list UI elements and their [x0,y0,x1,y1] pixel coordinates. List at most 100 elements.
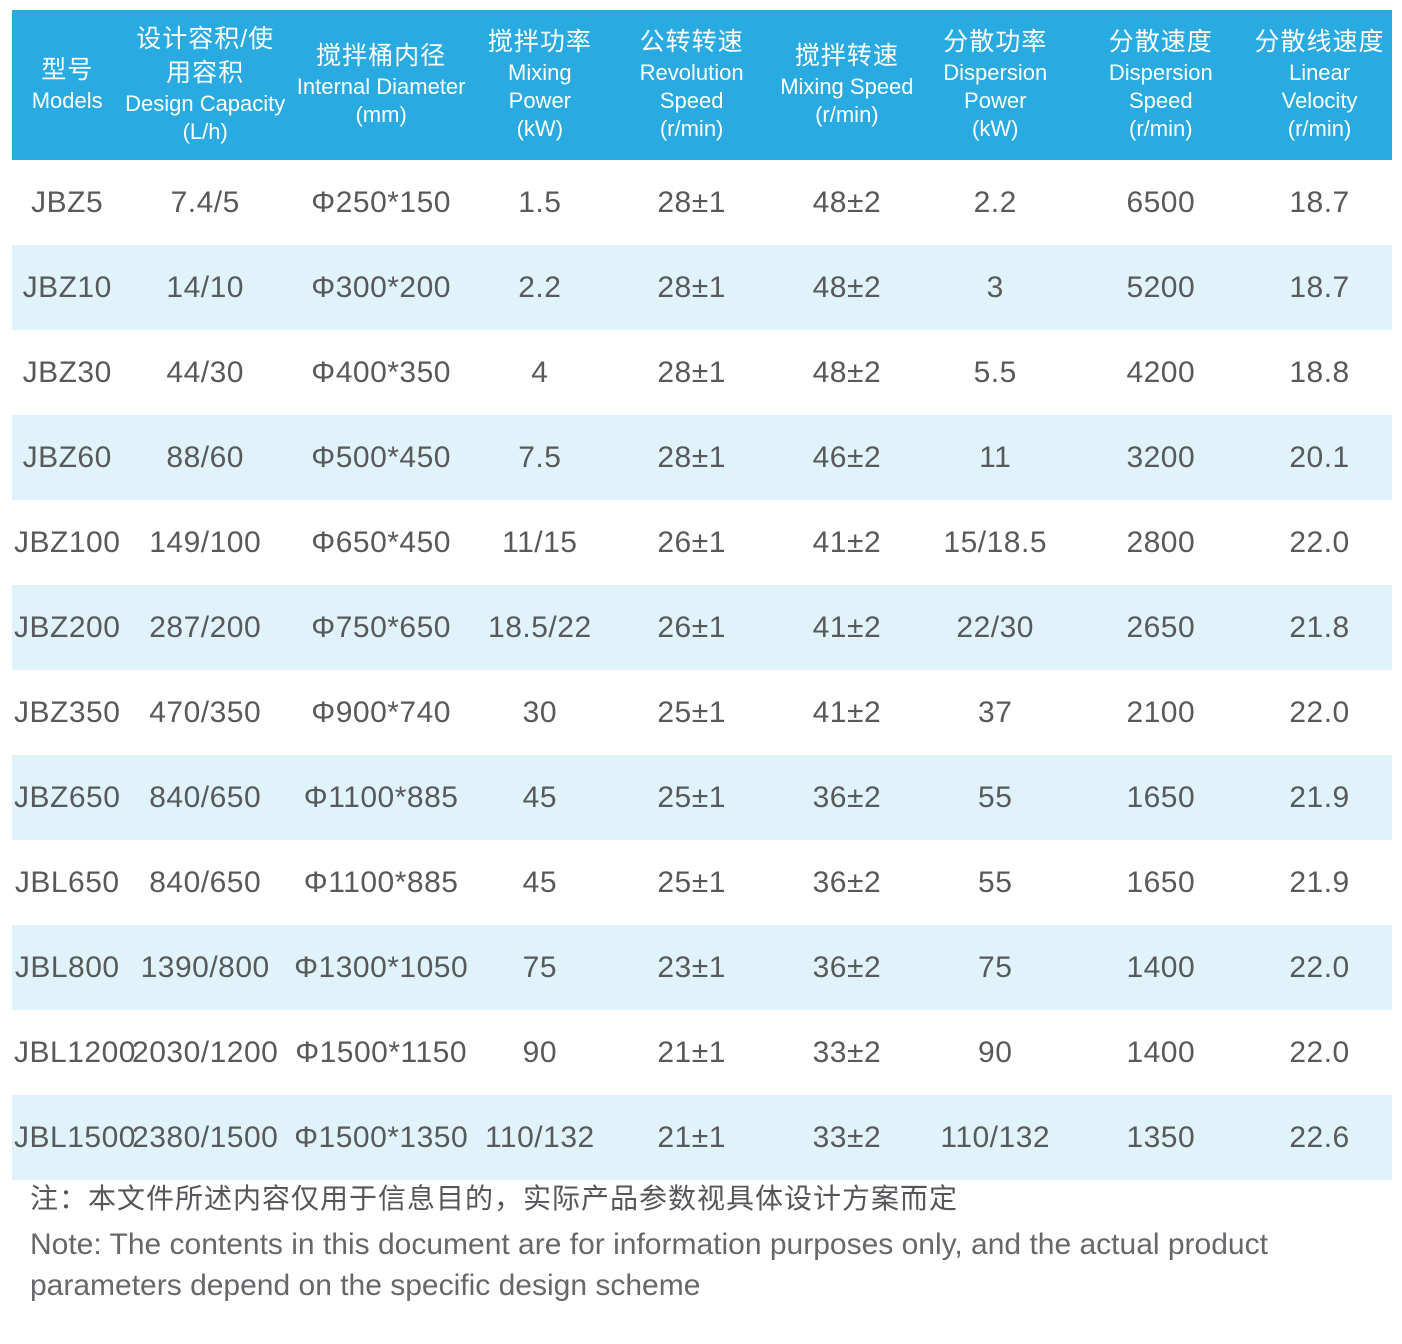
column-header-zh: 设计容积/使用容积 [136,25,275,87]
table-body: JBZ5 7.4/5 Φ250*150 1.5 28±1 48±2 2.2 6500 18.7 J… [12,160,1392,1180]
value-cell: Φ1100*885 [303,780,459,814]
value-cell: 46±2 [812,440,882,474]
value-cell: 28±1 [657,270,726,304]
value-cell: 1400 [1126,950,1196,984]
value-cell: 55 [978,780,1013,814]
column-header-zh: 搅拌功率 [487,28,592,56]
value-cell: 55 [978,865,1013,899]
value-cell: 5.5 [973,355,1017,389]
column-header-unit: (r/min) [1129,116,1193,141]
table-row: JBZ650 840/650 Φ1100*885 45 25±1 36±2 55 1650 21… [12,755,1392,840]
value-cell: 22/30 [956,610,1034,644]
value-cell: 21±1 [657,1120,726,1154]
model-cell: JBZ60 [22,440,112,474]
model-cell: JBZ350 [14,695,121,729]
model-cell: JBZ30 [22,355,112,389]
value-cell: 5200 [1126,270,1196,304]
value-cell: 1390/800 [140,950,270,984]
value-cell: 75 [522,950,558,984]
value-cell: 1350 [1126,1120,1196,1154]
value-cell: 41±2 [812,610,882,644]
value-cell: 2380/1500 [132,1120,279,1154]
table-row: JBL1200 2030/1200 Φ1500*1150 90 21±1 33±2 90 14… [12,1010,1392,1095]
value-cell: 28±1 [657,355,726,389]
value-cell: 37 [978,695,1013,729]
value-cell: 28±1 [657,440,726,474]
table-row: JBZ30 44/30 Φ400*350 4 28±1 48±2 5.5 4200 18.8 [12,330,1392,415]
footnotes: 注：本文件所述内容仅用于信息目的，实际产品参数视具体设计方案而定 Note: T… [30,1178,1360,1306]
value-cell: Φ400*350 [311,355,451,389]
value-cell: 88/60 [166,440,244,474]
table-row: JBL1500 2380/1500 Φ1500*1350 110/132 21±1 33±… [12,1095,1392,1180]
column-header-en: Design Capacity [125,91,286,116]
value-cell: 21±1 [657,1035,726,1069]
value-cell: 21.9 [1289,865,1350,899]
value-cell: 26±1 [657,610,726,644]
value-cell: 33±2 [812,1035,882,1069]
value-cell: 45 [522,780,558,814]
model-cell: JBL800 [14,950,120,984]
column-header-8: 分散线速度 Linear Velocity (r/min) [1247,10,1392,160]
column-header-3: 搅拌功率 Mixing Power (kW) [474,10,606,160]
value-cell: 2650 [1126,610,1196,644]
value-cell: 30 [522,695,558,729]
value-cell: 21.8 [1289,610,1350,644]
model-cell: JBZ650 [14,780,121,814]
column-header-4: 公转转速 Revolution Speed (r/min) [605,10,778,160]
model-cell: JBL1200 [14,1035,136,1069]
value-cell: 22.0 [1289,1035,1350,1069]
value-cell: Φ300*200 [311,270,451,304]
value-cell: Φ750*650 [311,610,451,644]
value-cell: 6500 [1126,185,1196,219]
value-cell: Φ1500*1150 [295,1035,468,1069]
value-cell: 22.0 [1289,525,1350,559]
model-cell: JBL1500 [14,1120,136,1154]
value-cell: 1400 [1126,1035,1196,1069]
value-cell: 75 [978,950,1013,984]
table-row: JBZ350 470/350 Φ900*740 30 25±1 41±2 37 2100 22.… [12,670,1392,755]
value-cell: 22.6 [1289,1120,1350,1154]
value-cell: 36±2 [812,780,882,814]
column-header-en: Dispersion Speed [1108,60,1213,113]
table-row: JBZ200 287/200 Φ750*650 18.5/22 26±1 41±2 22/3… [12,585,1392,670]
value-cell: Φ1300*1050 [294,950,469,984]
value-cell: 840/650 [149,780,262,814]
value-cell: 22.0 [1289,695,1350,729]
spec-table: 型号 Models 设计容积/使用容积 Design Capacity (L/h) 搅拌桶… [12,10,1392,1180]
model-cell: JBZ5 [31,185,104,219]
column-header-0: 型号 Models [12,10,123,160]
column-header-7: 分散速度 Dispersion Speed (r/min) [1074,10,1248,160]
column-header-zh: 公转转速 [639,28,744,56]
value-cell: 22.0 [1289,950,1350,984]
value-cell: 33±2 [812,1120,882,1154]
column-header-en: Models [31,88,103,113]
value-cell: 41±2 [812,695,882,729]
value-cell: 26±1 [657,525,726,559]
value-cell: 110/132 [484,1120,595,1154]
column-header-unit: (r/min) [815,102,879,127]
value-cell: 2.2 [973,185,1017,219]
value-cell: 3 [986,270,1004,304]
value-cell: 15/18.5 [943,525,1048,559]
column-header-zh: 分散线速度 [1254,28,1385,56]
spec-table-container: 型号 Models 设计容积/使用容积 Design Capacity (L/h) 搅拌桶… [12,10,1392,1180]
column-header-en: Revolution Speed [639,60,744,113]
column-header-zh: 分散速度 [1108,28,1213,56]
table-row: JBZ10 14/10 Φ300*200 2.2 28±1 48±2 3 5200 18.7 [12,245,1392,330]
value-cell: 7.5 [518,440,562,474]
value-cell: 110/132 [940,1120,1051,1154]
value-cell: 4200 [1126,355,1196,389]
value-cell: 25±1 [657,695,726,729]
value-cell: 28±1 [657,185,726,219]
value-cell: 7.4/5 [170,185,240,219]
column-header-unit: (r/min) [1287,116,1352,141]
value-cell: 18.7 [1289,270,1350,304]
value-cell: 41±2 [812,525,882,559]
value-cell: 20.1 [1289,440,1350,474]
column-header-unit: (kW) [972,116,1019,141]
column-header-en: Mixing Power [508,60,572,113]
table-row: JBL800 1390/800 Φ1300*1050 75 23±1 36±2 75 1400… [12,925,1392,1010]
table-row: JBL650 840/650 Φ1100*885 45 25±1 36±2 55 1650 21… [12,840,1392,925]
model-cell: JBZ100 [14,525,121,559]
column-header-5: 搅拌转速 Mixing Speed (r/min) [777,10,916,160]
